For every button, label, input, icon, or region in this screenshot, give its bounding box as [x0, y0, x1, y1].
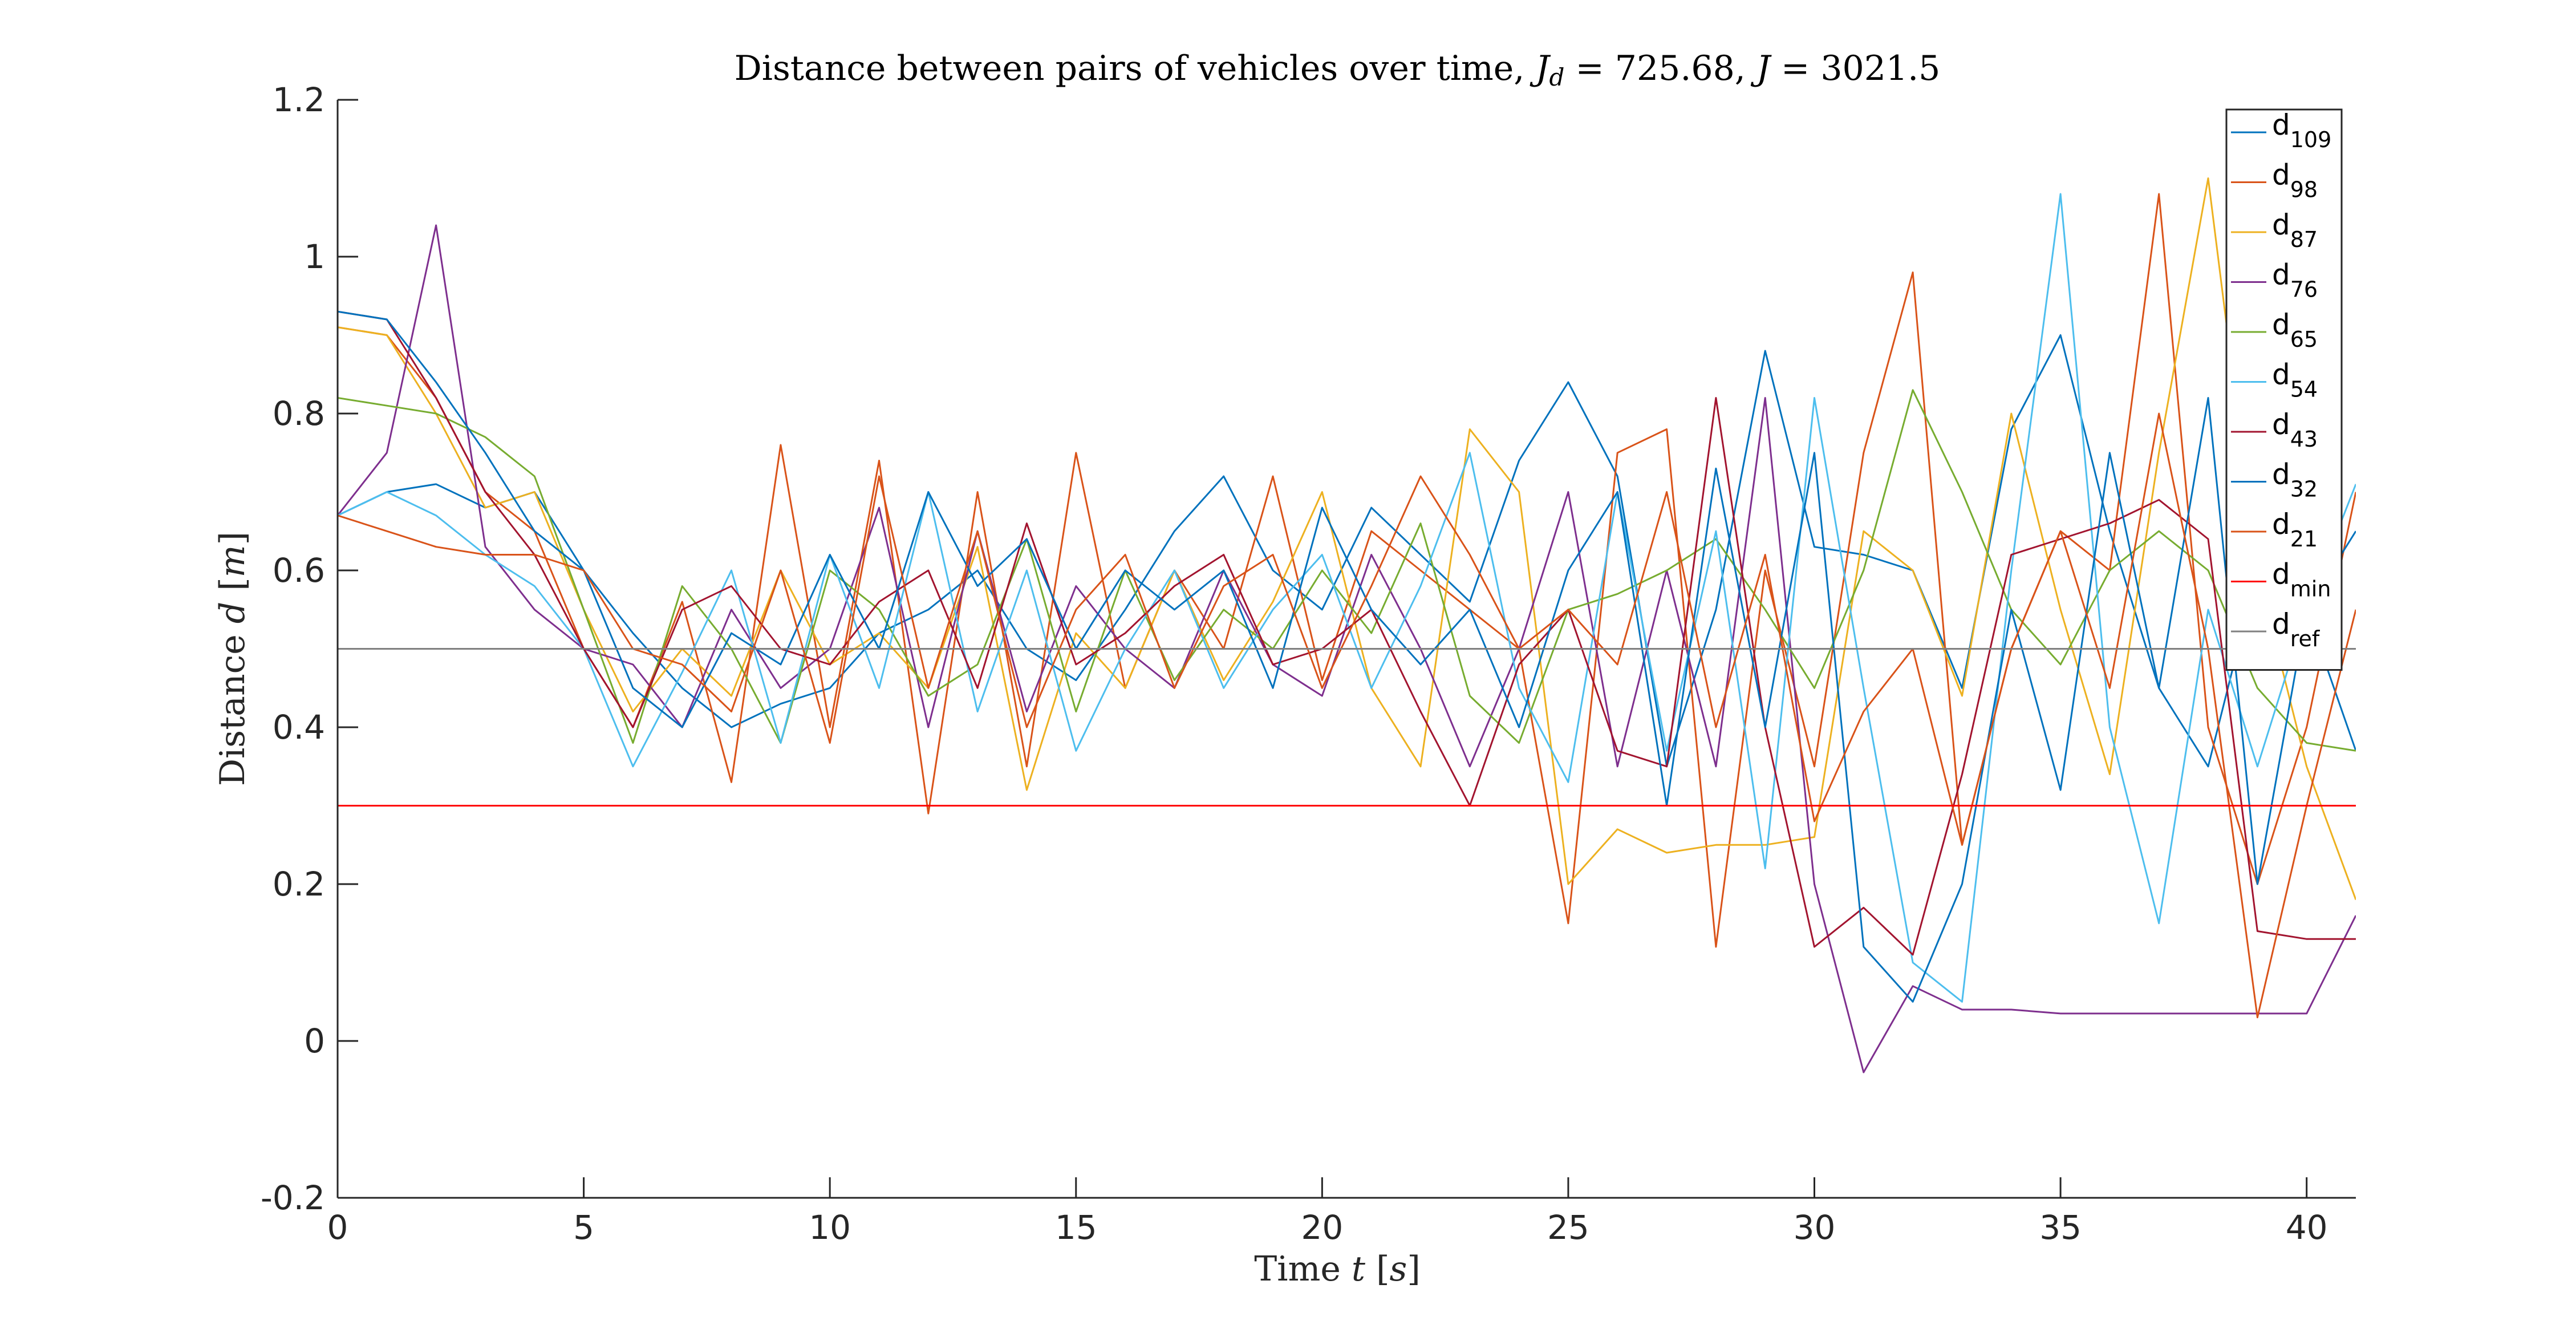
y-axis-label-unit-close: ]	[213, 532, 253, 545]
y-axis-label-unit-open: [	[213, 577, 253, 601]
y-axis-label-var: d	[213, 602, 253, 623]
title-jd-value: = 725.68,	[1564, 48, 1756, 88]
series-group	[338, 177, 2356, 1073]
chart-title: Distance between pairs of vehicles over …	[735, 48, 1941, 91]
x-axis: 0 5 10 15 20 25 30 35 40	[327, 1177, 2356, 1247]
legend-entry-d21: d21	[2272, 508, 2318, 552]
x-axis-label-unit-open: [	[1365, 1249, 1389, 1289]
legend: d109 d98 d87 d76 d65 d54 d43 d32 d21 dmin dref	[2225, 108, 2343, 671]
x-axis-label-text: Time	[1254, 1249, 1352, 1289]
y-axis: -0.2 0 0.2 0.4 0.6 0.8 1 1.2	[261, 80, 358, 1217]
title-jd-subscript: d	[1549, 63, 1565, 91]
y-tick-label: 0	[304, 1022, 325, 1060]
y-axis-label-unit: m	[213, 545, 253, 577]
series-line-d76	[338, 224, 2356, 1073]
legend-entry-d65: d65	[2272, 308, 2318, 352]
x-tick-label: 20	[1301, 1208, 1343, 1247]
y-tick-label: 0.2	[273, 865, 325, 903]
legend-entry-d43: d43	[2272, 408, 2318, 452]
legend-entry-d54: d54	[2272, 358, 2318, 402]
x-tick-label: 40	[2286, 1208, 2328, 1247]
series-line-d87	[338, 177, 2356, 901]
y-tick-label: -0.2	[261, 1178, 325, 1217]
x-axis-label-var: t	[1352, 1249, 1366, 1289]
series-line-d43	[338, 310, 2356, 956]
y-tick-label: 0.8	[273, 394, 325, 433]
legend-entry-dmin: dmin	[2272, 558, 2331, 602]
series-line-d32	[338, 310, 2356, 1003]
x-tick-label: 35	[2039, 1208, 2082, 1247]
x-axis-label-unit-close: ]	[1407, 1249, 1420, 1289]
legend-entry-dref: dref	[2272, 607, 2321, 651]
y-tick-label: 1	[304, 237, 325, 276]
y-tick-label: 0.6	[273, 551, 325, 590]
x-tick-label: 5	[573, 1208, 594, 1247]
y-tick-label: 1.2	[273, 80, 325, 119]
series-line-d54	[338, 193, 2356, 1003]
x-axis-label-unit: s	[1390, 1249, 1407, 1289]
legend-entry-d32: d32	[2272, 458, 2318, 502]
title-j-value: = 3021.5	[1770, 48, 1940, 88]
x-tick-label: 25	[1547, 1208, 1589, 1247]
series-line-d65	[338, 389, 2356, 752]
y-axis-label-text: Distance	[213, 623, 253, 786]
y-tick-label: 0.4	[273, 708, 325, 747]
x-tick-label: 15	[1055, 1208, 1097, 1247]
legend-entry-d98: d98	[2272, 159, 2318, 202]
x-tick-label: 10	[809, 1208, 851, 1247]
plot-area	[338, 177, 2356, 1073]
y-axis-label: Distance d [m]	[213, 532, 253, 786]
legend-entry-d87: d87	[2272, 208, 2318, 252]
x-axis-label: Time t [s]	[1254, 1249, 1421, 1289]
legend-box	[2225, 108, 2343, 671]
series-line-d21	[338, 412, 2356, 1019]
legend-entry-d76: d76	[2272, 258, 2318, 302]
title-prefix: Distance between pairs of vehicles over …	[735, 48, 1536, 88]
x-tick-label: 0	[327, 1208, 348, 1247]
legend-entry-d109: d109	[2272, 108, 2331, 152]
x-tick-label: 30	[1794, 1208, 1836, 1247]
